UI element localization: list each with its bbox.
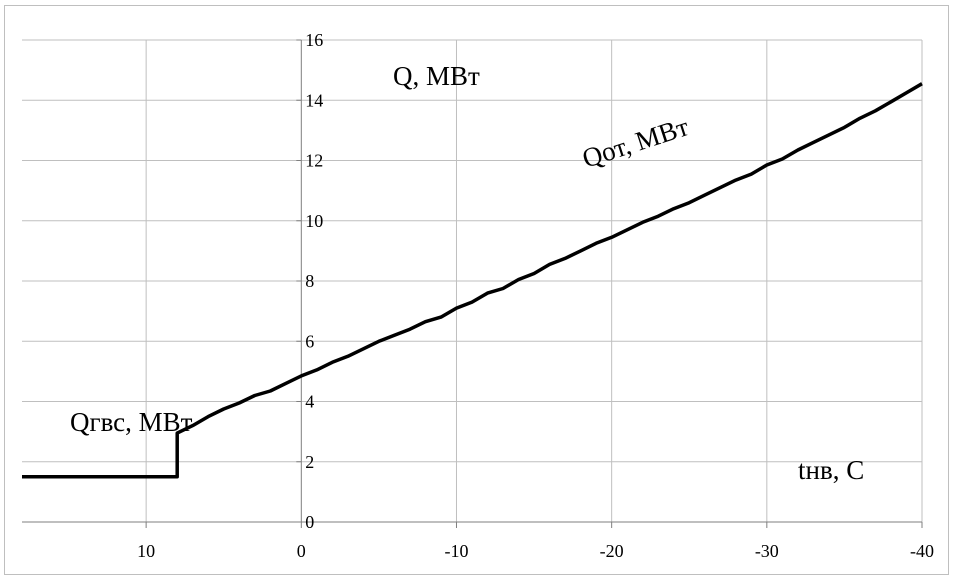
x-tick-labels: 10 0 -10 -20 -30 -40 — [137, 541, 934, 561]
y-tick-label: 0 — [305, 512, 314, 532]
y-tick-label: 8 — [305, 271, 314, 291]
y-tick-label: 16 — [305, 30, 323, 50]
y-tick-label: 10 — [305, 211, 323, 231]
x-tick-label: -40 — [910, 541, 934, 561]
x-tick-label: 0 — [297, 541, 306, 561]
x-axis-label: tнв, С — [798, 455, 864, 485]
x-tick-label: -20 — [600, 541, 624, 561]
y-tick-label: 12 — [305, 151, 323, 171]
grid-lines — [22, 39, 923, 522]
y-axis-label: Q, МВт — [393, 61, 480, 91]
x-tick-label: 10 — [137, 541, 155, 561]
y-tick-labels: 0 2 4 6 8 10 12 14 16 — [305, 30, 323, 532]
series-line — [22, 82, 923, 479]
y-tick-label: 2 — [305, 452, 314, 472]
y-tick-label: 4 — [305, 392, 314, 412]
y-tick-label: 6 — [305, 331, 314, 351]
axes — [22, 39, 923, 528]
y-tick-label: 14 — [305, 90, 323, 110]
x-tick-label: -10 — [444, 541, 468, 561]
q-heating-label: Qот, МВт — [579, 111, 693, 174]
q-hot-water-label: Qгвс, МВт — [70, 407, 193, 437]
x-tick-label: -30 — [755, 541, 779, 561]
